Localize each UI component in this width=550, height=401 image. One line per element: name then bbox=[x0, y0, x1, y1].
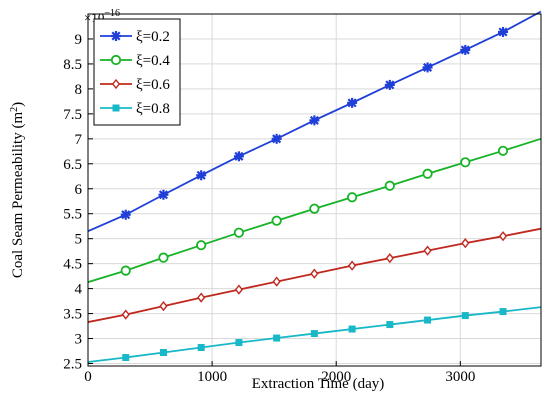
data-point bbox=[234, 284, 244, 295]
data-point bbox=[159, 349, 167, 357]
data-point bbox=[385, 253, 394, 264]
data-point bbox=[233, 227, 245, 238]
x-axis-title: Extraction Time (day) bbox=[252, 376, 384, 392]
y-tick-label: 3 bbox=[75, 332, 83, 348]
marker-stroke bbox=[196, 170, 206, 180]
marker-stroke bbox=[158, 190, 168, 200]
legend-entry: ξ=0.8 bbox=[100, 101, 170, 117]
y-tick-label: 5.5 bbox=[63, 207, 82, 223]
legend-marker bbox=[110, 54, 122, 66]
data-point bbox=[348, 325, 356, 333]
marker-stroke bbox=[460, 45, 470, 55]
marker-stroke bbox=[347, 98, 357, 108]
data-point bbox=[498, 231, 508, 242]
y-axis-title: Coal Seam Permeability (m2) bbox=[9, 102, 26, 278]
legend-marker bbox=[111, 78, 121, 90]
marker-stroke bbox=[423, 62, 433, 72]
x-tick-label: 3000 bbox=[445, 369, 475, 385]
legend-label: ξ=0.8 bbox=[136, 101, 170, 117]
series-layer bbox=[87, 10, 542, 363]
legend-marker bbox=[111, 31, 121, 41]
y-tick-label: 9 bbox=[75, 32, 83, 48]
data-point bbox=[497, 145, 509, 156]
data-point bbox=[461, 238, 470, 249]
x-tick-label: 0 bbox=[84, 369, 92, 385]
series-asterisk bbox=[87, 10, 542, 233]
legend-marker bbox=[112, 104, 120, 112]
data-point bbox=[384, 79, 395, 90]
y-tick-label: 7 bbox=[75, 132, 83, 148]
data-point bbox=[197, 344, 205, 352]
y-tick-label: 2.5 bbox=[63, 357, 82, 373]
data-point bbox=[347, 97, 358, 108]
marker-stroke bbox=[309, 115, 319, 125]
legend-entry: ξ=0.4 bbox=[100, 53, 170, 69]
legend: ξ=0.2 ξ=0.4 ξ=0.6 ξ=0.8 bbox=[93, 18, 181, 126]
legend-label: ξ=0.4 bbox=[136, 53, 170, 69]
data-point bbox=[272, 276, 281, 287]
data-point bbox=[422, 62, 433, 73]
y-tick-label: 7.5 bbox=[63, 107, 82, 123]
x-tick-label: 1000 bbox=[197, 369, 227, 385]
y-tick-label: 8.5 bbox=[63, 57, 82, 73]
data-point bbox=[422, 168, 433, 179]
marker-stroke bbox=[498, 27, 508, 37]
data-point bbox=[121, 309, 130, 320]
data-point bbox=[122, 354, 130, 362]
data-point bbox=[309, 115, 320, 126]
series-circle bbox=[87, 137, 542, 283]
marker-stroke bbox=[121, 210, 131, 220]
data-point bbox=[386, 321, 394, 329]
data-point bbox=[348, 260, 357, 271]
data-point bbox=[271, 133, 282, 144]
data-point bbox=[460, 44, 471, 55]
data-point bbox=[120, 209, 131, 220]
marker-stroke bbox=[272, 134, 282, 144]
data-point bbox=[461, 312, 469, 320]
y-tick-label: 6.5 bbox=[63, 157, 82, 173]
legend-label: ξ=0.2 bbox=[136, 29, 170, 45]
data-point bbox=[197, 292, 206, 303]
series-diamond bbox=[87, 227, 542, 323]
data-point bbox=[499, 308, 507, 316]
data-point bbox=[271, 215, 282, 226]
marker-stroke bbox=[234, 151, 244, 161]
marker-stroke bbox=[111, 31, 121, 41]
y-tick-label: 5 bbox=[75, 232, 83, 248]
data-point bbox=[158, 189, 169, 200]
plot-frame bbox=[87, 13, 542, 367]
data-point bbox=[235, 339, 243, 347]
marker-stroke bbox=[385, 80, 395, 90]
series-square bbox=[87, 306, 542, 363]
y-tick-label: 6 bbox=[75, 182, 83, 198]
data-point bbox=[159, 300, 168, 312]
x-tick-label: 2000 bbox=[321, 369, 351, 385]
legend-entry: ξ=0.2 bbox=[100, 29, 170, 45]
axis-ticks: 0 1000 2000 3000 2.5 3 3.5 4 4.5 5 5.5 6 6.5 7 7.5 8 8.5… bbox=[63, 32, 475, 385]
data-point bbox=[120, 265, 131, 276]
data-point bbox=[158, 252, 169, 263]
data-point bbox=[384, 180, 395, 191]
data-point bbox=[309, 203, 320, 214]
data-point bbox=[196, 170, 207, 181]
data-point bbox=[423, 245, 432, 256]
y-tick-label: 3.5 bbox=[63, 307, 82, 323]
data-point bbox=[460, 157, 471, 168]
y-tick-label: 8 bbox=[75, 82, 83, 98]
data-point bbox=[347, 192, 358, 203]
data-point bbox=[233, 151, 244, 162]
data-point bbox=[310, 330, 318, 338]
data-point bbox=[424, 316, 432, 324]
data-point bbox=[273, 334, 281, 342]
legend-label: ξ=0.6 bbox=[136, 77, 170, 93]
y-tick-label: 4.5 bbox=[63, 257, 82, 273]
data-point bbox=[498, 26, 509, 37]
legend-entry: ξ=0.6 bbox=[100, 77, 170, 93]
y-tick-label: 4 bbox=[75, 282, 83, 298]
data-point bbox=[310, 268, 319, 279]
data-point bbox=[196, 240, 207, 251]
